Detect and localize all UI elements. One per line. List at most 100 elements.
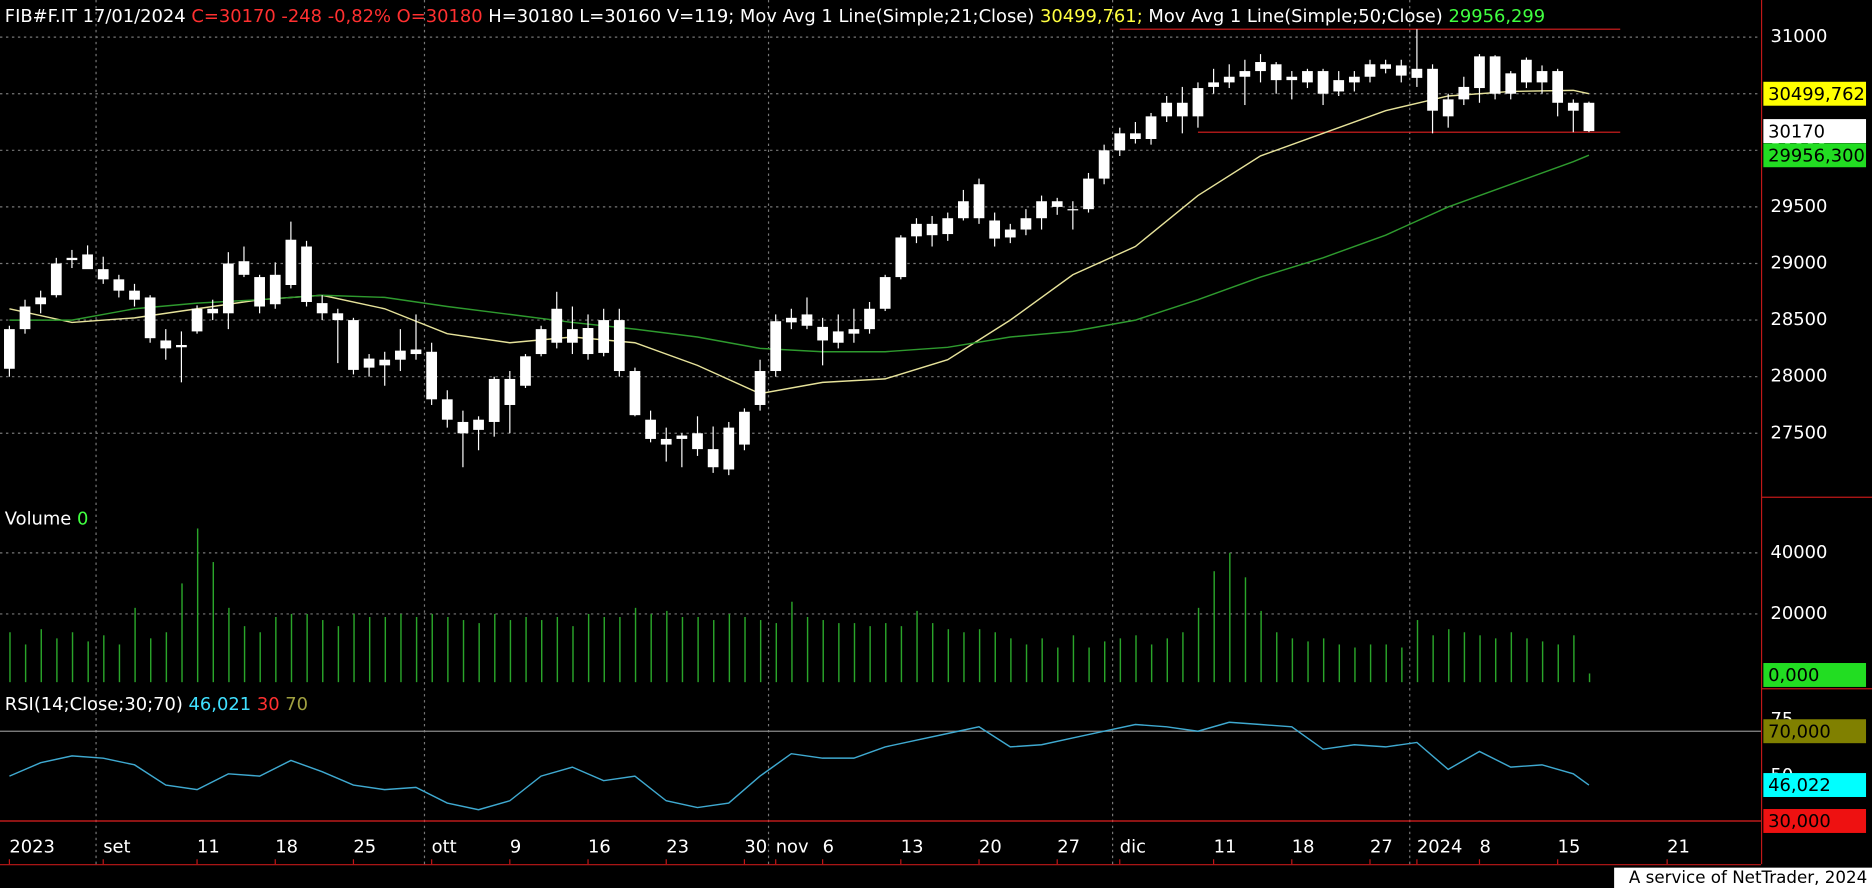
volume-bar xyxy=(806,616,809,683)
volume-bar xyxy=(1432,635,1434,683)
candle-body xyxy=(754,371,766,405)
x-tick-label: 20 xyxy=(979,836,1002,857)
volume-bar xyxy=(1041,638,1043,683)
volume-bar xyxy=(290,613,293,683)
volume-bar xyxy=(791,601,793,683)
volume-bar xyxy=(181,583,183,683)
volume-bar xyxy=(259,632,261,683)
panel-title: Volume 0 xyxy=(5,508,89,529)
candle-body xyxy=(410,349,422,355)
candle-body xyxy=(1051,201,1063,207)
value-badge xyxy=(1763,81,1867,106)
x-tick-label: 21 xyxy=(1667,836,1690,857)
x-tick-label: 23 xyxy=(666,836,689,857)
volume-bar xyxy=(775,623,778,683)
candle-body xyxy=(707,449,719,468)
candle-body xyxy=(176,344,187,348)
y-tick-label: 31000 xyxy=(1771,26,1828,47)
volume-bar xyxy=(869,626,871,683)
value-badge xyxy=(1763,143,1867,168)
candle-body xyxy=(879,277,891,309)
volume-bar xyxy=(165,632,168,683)
candle-body xyxy=(1442,99,1454,117)
candle-body xyxy=(160,340,172,349)
x-tick-label: nov xyxy=(776,836,809,857)
candle-body xyxy=(19,306,31,330)
candle-body xyxy=(285,239,297,286)
y-tick-label: 40000 xyxy=(1771,542,1828,563)
candle-body xyxy=(394,350,406,360)
volume-bar xyxy=(619,616,621,683)
legend-value: 29956,299 xyxy=(1448,6,1545,27)
volume-bar xyxy=(1150,644,1153,683)
volume-bar xyxy=(87,641,89,683)
candle-body xyxy=(1583,102,1595,132)
candle-body xyxy=(1489,56,1501,94)
x-tick-label: set xyxy=(103,836,130,857)
volume-bar xyxy=(681,616,684,683)
candle-body xyxy=(1333,80,1345,92)
x-tick-label: 15 xyxy=(1558,836,1581,857)
candle-body xyxy=(488,378,500,422)
volume-bar xyxy=(744,616,746,683)
candle-body xyxy=(1348,76,1360,83)
candle-body xyxy=(770,321,782,372)
volume-bar xyxy=(71,632,74,683)
y-tick-label: 28000 xyxy=(1771,366,1828,387)
candle-body xyxy=(441,399,453,420)
volume-bar xyxy=(853,623,856,683)
y-tick-label: 29500 xyxy=(1771,196,1828,217)
candle-body xyxy=(113,279,125,291)
volume-bar xyxy=(150,638,152,683)
y-tick-label: 20000 xyxy=(1771,603,1828,624)
volume-bar xyxy=(525,616,527,683)
panel-title: RSI(14;Close;30;70) 46,021 30 70 xyxy=(5,694,308,715)
candle-body xyxy=(1004,229,1016,238)
header-part: FIB#F.IT 17/01/2024 xyxy=(5,6,186,27)
candle-body xyxy=(379,359,391,366)
volume-bar xyxy=(1291,638,1294,683)
panel-name: Volume xyxy=(5,508,72,529)
candle-body xyxy=(1020,218,1032,230)
volume-bar xyxy=(1401,647,1403,683)
candle-body xyxy=(426,351,438,400)
candle-body xyxy=(692,433,703,450)
candle-body xyxy=(1380,64,1392,69)
volume-bar xyxy=(431,613,433,683)
candle-body xyxy=(301,246,312,302)
candle-body xyxy=(1364,64,1376,77)
legend-name: Mov Avg 1 Line(Simple;50;Close) xyxy=(1148,6,1442,27)
volume-bar xyxy=(1229,552,1231,683)
candle-body xyxy=(1286,76,1298,81)
y-tick-label: 27500 xyxy=(1771,422,1828,443)
volume-bar xyxy=(634,607,637,683)
candle-body xyxy=(1208,82,1219,87)
legend-name: Mov Avg 1 Line(Simple;21;Close) xyxy=(740,6,1034,27)
candle-body xyxy=(832,331,844,343)
candle-body xyxy=(1255,62,1266,72)
volume-bar xyxy=(1385,644,1387,683)
volume-bar xyxy=(24,644,27,683)
volume-bar xyxy=(1213,571,1215,683)
volume-bar xyxy=(838,623,840,683)
volume-bar xyxy=(1463,632,1466,683)
x-tick-label: 11 xyxy=(1214,836,1237,857)
volume-bar xyxy=(1057,647,1059,683)
candle-body xyxy=(1427,68,1438,111)
candle-body xyxy=(316,303,328,314)
volume-bar xyxy=(306,613,308,683)
volume-bar xyxy=(900,626,903,683)
candle-body xyxy=(598,320,610,353)
x-tick-label: 6 xyxy=(823,836,834,857)
panel-name: RSI(14;Close;30;70) xyxy=(5,694,183,715)
candle-body xyxy=(1536,71,1548,83)
panel-value: 0 xyxy=(77,508,88,529)
volume-bar xyxy=(1557,644,1559,683)
candle-body xyxy=(817,326,828,341)
volume-bar xyxy=(134,607,136,683)
volume-bar xyxy=(509,620,512,683)
level-badge xyxy=(1763,809,1867,833)
candle-body xyxy=(504,378,516,405)
candle-body xyxy=(801,314,813,326)
candle-body xyxy=(254,277,265,307)
